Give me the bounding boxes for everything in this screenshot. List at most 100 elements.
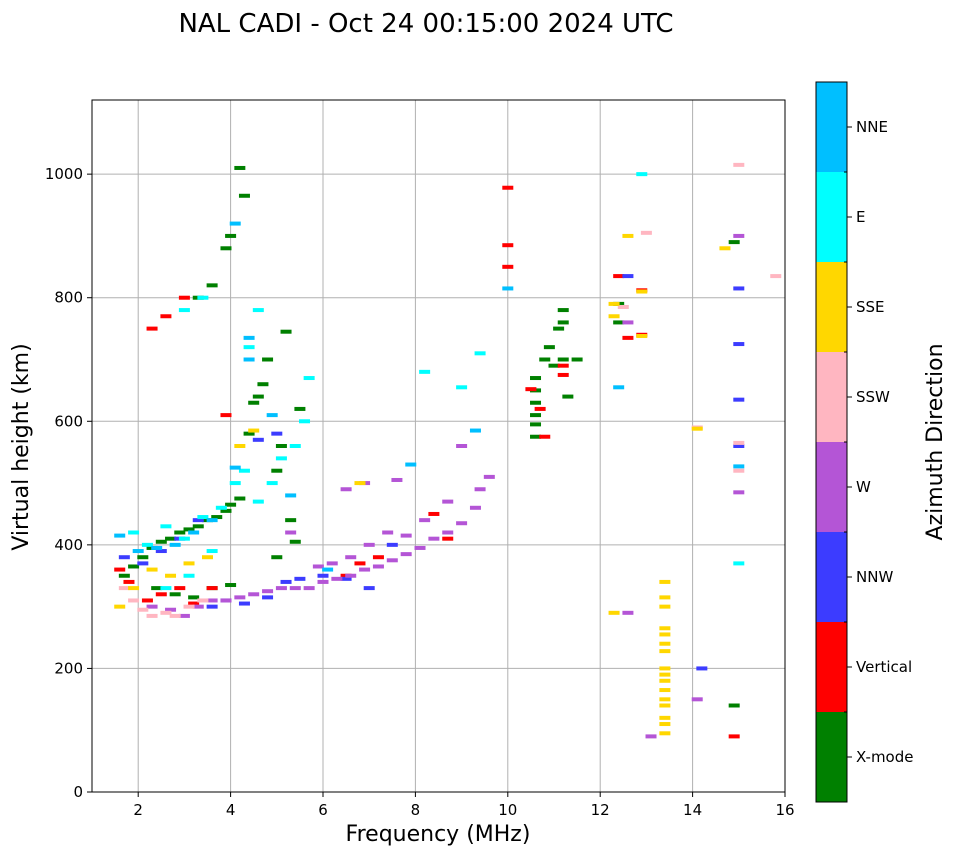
point-x-mode (562, 394, 574, 399)
point-w (326, 561, 338, 566)
point-e (178, 536, 190, 541)
point-e (238, 468, 250, 473)
point-vertical (557, 363, 569, 368)
point-x-mode (234, 165, 246, 170)
point-x-mode (294, 406, 306, 411)
point-nnw (696, 666, 708, 671)
point-vertical (539, 434, 551, 439)
point-ssw (640, 230, 652, 235)
point-e (197, 515, 209, 520)
point-nne (229, 465, 241, 470)
point-sse (659, 595, 671, 600)
colorbar-segment-sse (816, 262, 847, 352)
point-nnw (118, 555, 130, 560)
colorbar-segment-e (816, 172, 847, 262)
point-nnw (192, 518, 204, 523)
point-vertical (622, 335, 634, 340)
point-ssw (733, 440, 745, 445)
point-sse (165, 573, 177, 578)
point-sse (234, 444, 246, 448)
point-x-mode (539, 357, 551, 362)
point-w (345, 555, 357, 560)
point-w (733, 233, 745, 238)
point-nnw (294, 576, 306, 581)
point-sse (354, 481, 366, 486)
point-vertical (502, 243, 514, 248)
x-tick-label: 8 (411, 801, 421, 819)
point-sse (659, 703, 671, 708)
point-sse (659, 641, 671, 646)
point-vertical (188, 601, 200, 606)
point-sse (608, 301, 620, 306)
point-w (317, 579, 329, 584)
point-sse (183, 561, 195, 566)
point-nnw (733, 444, 745, 448)
point-x-mode (220, 508, 232, 513)
point-w (391, 477, 403, 482)
point-sse (659, 666, 671, 671)
point-x-mode (225, 583, 237, 588)
point-ssw (183, 604, 195, 609)
colorbar-segment-ssw (816, 352, 847, 442)
point-x-mode (169, 592, 181, 597)
point-vertical (442, 536, 454, 541)
point-vertical (557, 372, 569, 377)
point-x-mode (192, 524, 204, 529)
point-w (206, 598, 218, 603)
point-w (146, 604, 158, 609)
point-x-mode (285, 518, 297, 523)
point-ssw (733, 162, 745, 167)
point-vertical (178, 295, 190, 300)
point-w (345, 573, 357, 578)
point-w (192, 604, 204, 609)
point-w (400, 552, 412, 557)
colorbar-segment-x-mode (816, 712, 847, 802)
point-sse (636, 289, 648, 294)
point-x-mode (151, 586, 163, 591)
point-w (312, 564, 324, 569)
point-x-mode (289, 539, 301, 544)
point-w (165, 607, 177, 612)
point-vertical (146, 326, 158, 331)
point-x-mode (252, 394, 264, 399)
point-w (442, 530, 454, 535)
point-sse (659, 604, 671, 609)
point-vertical (155, 592, 167, 597)
point-sse (659, 722, 671, 727)
point-ssw (137, 607, 149, 612)
point-sse (659, 579, 671, 584)
point-e (128, 530, 140, 535)
point-x-mode (548, 363, 560, 368)
point-vertical (613, 274, 625, 279)
point-ssw (617, 304, 629, 309)
y-axis-label: Virtual height (km) (9, 343, 34, 550)
point-vertical (354, 561, 366, 566)
point-nnw (137, 561, 149, 566)
point-x-mode (613, 320, 625, 325)
point-w (372, 564, 384, 569)
point-nnw (280, 579, 292, 584)
point-w (400, 533, 412, 538)
colorbar-label-e: E (856, 208, 865, 226)
point-e (243, 345, 255, 350)
point-w (363, 542, 375, 547)
point-sse (659, 678, 671, 683)
point-ssw (128, 598, 140, 603)
point-sse (719, 246, 731, 251)
point-nnw (340, 576, 352, 581)
point-ssw (733, 468, 745, 473)
point-x-mode (271, 468, 283, 473)
colorbar-segment-nne (816, 82, 847, 172)
point-nnw (386, 542, 398, 547)
point-e (474, 351, 486, 356)
point-nnw (206, 604, 218, 609)
point-sse (202, 555, 213, 560)
point-w (456, 444, 468, 448)
point-vertical (502, 264, 514, 269)
point-nne (132, 549, 144, 554)
point-nne (169, 542, 181, 547)
point-sse (659, 672, 671, 677)
colorbar-label-w: W (856, 478, 871, 496)
point-w (622, 610, 634, 615)
